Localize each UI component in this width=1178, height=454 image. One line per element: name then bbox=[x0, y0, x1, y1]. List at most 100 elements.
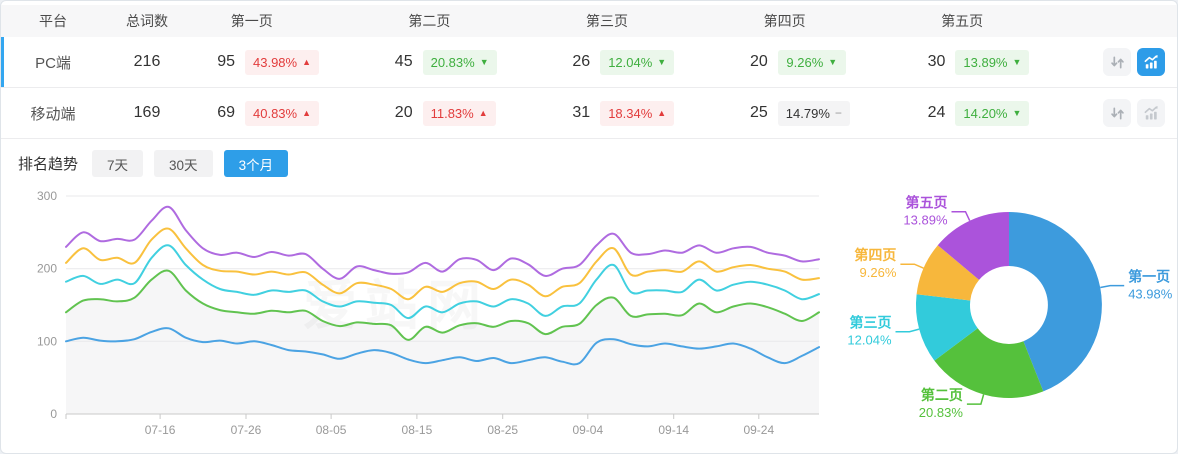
range-tab-1[interactable]: 30天 bbox=[154, 150, 213, 177]
table-row[interactable]: PC端 216 95 43.98% ▲ 45 20.83% ▼ 26 12.04% ▼ 20 9.26%… bbox=[1, 37, 1177, 88]
change-pct-value: 20.83% bbox=[430, 54, 475, 70]
page-count-value: 95 bbox=[217, 53, 235, 70]
page-count-value: 25 bbox=[750, 104, 768, 121]
donut-label-value-3: 9.26% bbox=[860, 265, 897, 280]
change-pct-value: 40.83% bbox=[253, 105, 298, 121]
row-actions bbox=[1077, 99, 1177, 127]
rank-trend-line-chart[interactable]: 爱站网 0 100 200 300 07-16 07-26 08-05 08-15 08-25 09… bbox=[1, 184, 829, 452]
donut-slice-3[interactable] bbox=[916, 245, 980, 301]
trend-up-icon: ▲ bbox=[657, 107, 667, 118]
change-pct-badge: 12.04% ▼ bbox=[600, 49, 675, 75]
page-3-cell: 26 12.04% ▼ bbox=[544, 49, 722, 75]
change-pct-value: 12.04% bbox=[608, 54, 653, 70]
sort-arrows-button[interactable] bbox=[1103, 99, 1131, 127]
table-header: 平台 总词数 第一页 第二页 第三页 第四页 第五页 bbox=[1, 5, 1177, 37]
trend-down-icon: ▼ bbox=[1012, 107, 1022, 118]
column-header-6: 第五页 bbox=[941, 13, 984, 29]
total-keywords-value: 216 bbox=[133, 53, 161, 70]
donut-label-name-1: 第二页 bbox=[921, 387, 963, 403]
donut-slice-0[interactable] bbox=[1009, 212, 1102, 392]
column-header-1: 总词数 bbox=[126, 13, 168, 29]
sort-arrows-button[interactable] bbox=[1103, 48, 1131, 76]
rank-table: 平台 总词数 第一页 第二页 第三页 第四页 第五页 PC端 216 95 43.98% ▲ 45 20… bbox=[1, 5, 1177, 139]
page-4-cell: 25 14.79% − bbox=[722, 100, 900, 126]
page-5-cell: 30 13.89% ▼ bbox=[899, 49, 1077, 75]
x-axis-label-4: 08-25 bbox=[487, 423, 518, 437]
donut-label-name-4: 第五页 bbox=[906, 195, 948, 211]
x-axis-label-6: 09-14 bbox=[658, 423, 689, 437]
y-axis-label-300: 300 bbox=[37, 189, 57, 203]
page-count-value: 45 bbox=[394, 53, 413, 70]
change-pct-value: 13.89% bbox=[963, 54, 1008, 70]
line-series-4 bbox=[65, 205, 820, 280]
trend-up-icon: ▲ bbox=[302, 56, 312, 67]
watermark-text: 爱站网 bbox=[303, 276, 489, 336]
change-pct-value: 43.98% bbox=[253, 54, 298, 70]
change-pct-value: 9.26% bbox=[786, 54, 824, 70]
donut-label-line-4 bbox=[951, 210, 971, 222]
trend-chart-icon bbox=[1144, 105, 1158, 119]
page-count-value: 26 bbox=[572, 53, 591, 70]
page-1-cell: 69 40.83% ▲ bbox=[189, 100, 367, 126]
page-1-cell: 95 43.98% ▲ bbox=[189, 49, 367, 75]
change-pct-badge: 18.34% ▲ bbox=[600, 100, 675, 126]
sort-arrows-icon bbox=[1110, 56, 1124, 68]
trend-chart-button[interactable] bbox=[1137, 99, 1165, 127]
trend-chart-button[interactable] bbox=[1137, 48, 1165, 76]
change-pct-badge: 9.26% ▼ bbox=[777, 49, 846, 75]
range-tab-2[interactable]: 3个月 bbox=[223, 150, 289, 177]
change-pct-value: 14.79% bbox=[785, 105, 830, 121]
table-body: PC端 216 95 43.98% ▲ 45 20.83% ▼ 26 12.04% ▼ 20 9.26%… bbox=[1, 37, 1177, 139]
line-series-2 bbox=[65, 244, 820, 320]
x-axis-label-2: 08-05 bbox=[316, 423, 347, 437]
donut-label-name-3: 第四页 bbox=[854, 247, 896, 263]
page-3-cell: 31 18.34% ▲ bbox=[544, 100, 722, 126]
y-axis-label-0: 0 bbox=[50, 407, 57, 421]
table-row[interactable]: 移动端 169 69 40.83% ▲ 20 11.83% ▲ 31 18.34% ▲ 25 14.79… bbox=[1, 88, 1177, 139]
page-count-value: 20 bbox=[394, 104, 413, 121]
donut-label-line-3 bbox=[900, 263, 924, 269]
change-pct-value: 11.83% bbox=[430, 105, 474, 121]
line-series-0 bbox=[65, 327, 820, 366]
page-4-cell: 20 9.26% ▼ bbox=[722, 49, 900, 75]
area-fill-under-series-1 bbox=[66, 270, 819, 414]
donut-label-line-1 bbox=[966, 394, 985, 405]
page-distribution-donut-chart[interactable]: 第一页 43.98% 第二页 20.83% 第三页 12.04% 第四页 9.26% 第五页 13… bbox=[829, 184, 1177, 452]
donut-slice-2[interactable] bbox=[915, 294, 978, 361]
sort-arrows-icon bbox=[1110, 107, 1124, 119]
donut-slice-4[interactable] bbox=[937, 212, 1009, 280]
trend-down-icon: ▼ bbox=[479, 56, 489, 67]
x-axis-label-0: 07-16 bbox=[145, 423, 176, 437]
page-count-value: 31 bbox=[572, 104, 591, 121]
donut-label-line-0 bbox=[1100, 284, 1125, 289]
line-series-1 bbox=[65, 269, 820, 341]
trend-up-icon: ▲ bbox=[302, 107, 312, 118]
donut-label-value-0: 43.98% bbox=[1128, 287, 1173, 302]
column-header-4: 第三页 bbox=[585, 13, 628, 29]
trend-range-tabs: 7天 30天 3个月 bbox=[92, 150, 289, 177]
donut-label-value-1: 20.83% bbox=[919, 405, 964, 420]
x-axis-label-1: 07-26 bbox=[231, 423, 262, 437]
change-pct-value: 18.34% bbox=[608, 105, 653, 121]
page-count-value: 24 bbox=[927, 104, 946, 121]
range-tab-0[interactable]: 7天 bbox=[92, 150, 144, 177]
page-2-cell: 45 20.83% ▼ bbox=[367, 49, 545, 75]
donut-slice-1[interactable] bbox=[934, 328, 1044, 398]
trend-down-icon: ▼ bbox=[828, 56, 838, 67]
x-axis-label-3: 08-15 bbox=[402, 423, 433, 437]
page-count-value: 69 bbox=[217, 104, 235, 121]
page-count-value: 20 bbox=[750, 53, 768, 70]
trend-chart-icon bbox=[1144, 54, 1158, 68]
y-axis-label-100: 100 bbox=[37, 334, 57, 348]
total-keywords-value: 169 bbox=[133, 104, 161, 121]
change-pct-value: 14.20% bbox=[963, 105, 1008, 121]
column-header-2: 第一页 bbox=[230, 13, 273, 29]
y-axis-label-200: 200 bbox=[37, 262, 57, 276]
change-pct-badge: 40.83% ▲ bbox=[245, 100, 320, 126]
donut-label-name-2: 第三页 bbox=[850, 315, 892, 331]
platform-name: PC端 bbox=[35, 54, 71, 72]
platform-name: 移动端 bbox=[30, 105, 76, 123]
x-axis-label-5: 09-04 bbox=[572, 423, 603, 437]
column-header-0: 平台 bbox=[39, 13, 67, 29]
